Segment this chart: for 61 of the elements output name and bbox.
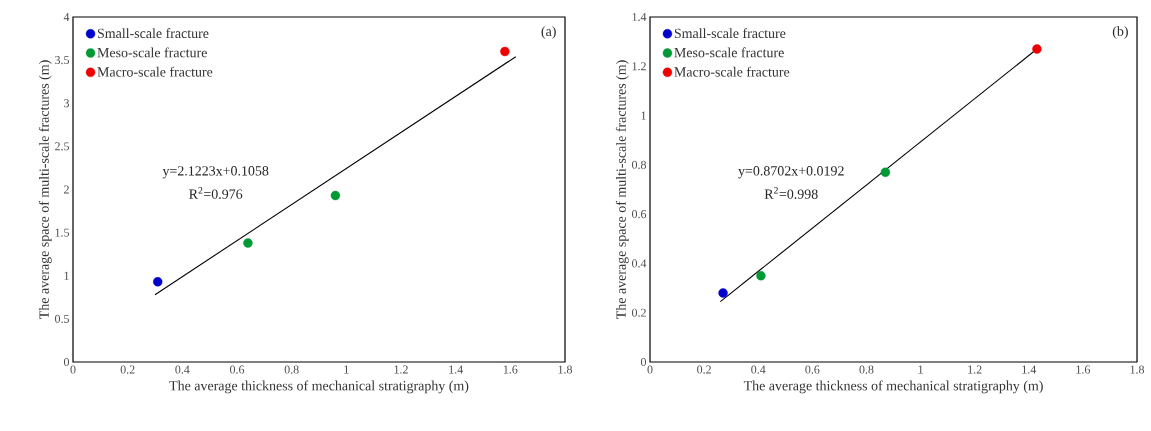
annotation: R$^{2}$=0.998 bbox=[764, 187, 818, 199]
annotation: y=0.8702x+0.0192 bbox=[738, 166, 844, 179]
annotation: (b) bbox=[1112, 26, 1128, 39]
x-axis-title: The average thickness of mechanical stratigraphy (m) bbox=[743, 380, 1043, 394]
y-tick-label: 3 bbox=[64, 99, 70, 108]
point bbox=[1032, 44, 1042, 54]
x-tick-label: 1.2 bbox=[394, 365, 408, 374]
x-tick-label: 0.8 bbox=[284, 365, 299, 374]
legend-label: Meso-scale fracture bbox=[674, 47, 784, 58]
x-tick-label: 1.8 bbox=[558, 365, 573, 374]
point bbox=[880, 167, 891, 177]
y-tick-label: 1.4 bbox=[632, 12, 647, 22]
y-tick-label: 1.5 bbox=[55, 228, 70, 237]
point bbox=[718, 288, 728, 298]
annotation: y=2.1223x+0.1058 bbox=[162, 166, 269, 179]
y-axis-title: The average space of multi-scale fractures (m) bbox=[38, 60, 52, 319]
y-axis-title: The average space of multi-scale fractures (m) bbox=[615, 60, 629, 319]
y-tick-label: 0.4 bbox=[632, 259, 647, 268]
x-tick-label: 0 bbox=[647, 365, 653, 374]
legend-label: Macro-scale fracture bbox=[674, 66, 790, 77]
x-tick-label: 0.6 bbox=[229, 365, 245, 374]
annotation: R$^{2}$=0.976 bbox=[189, 187, 243, 199]
y-tick-label: 3.5 bbox=[55, 56, 70, 65]
x-tick-label: 0.4 bbox=[175, 365, 190, 374]
x-tick-label: 0.8 bbox=[859, 365, 874, 374]
x-tick-label: 1 bbox=[918, 365, 923, 374]
y-tick-label: 0.8 bbox=[632, 160, 647, 169]
y-tick-label: 0 bbox=[63, 357, 70, 367]
legend-label: Meso-scale fracture bbox=[97, 47, 207, 58]
x-tick-label: 0.2 bbox=[697, 365, 711, 374]
y-tick-label: 0 bbox=[640, 357, 647, 367]
x-tick-label: 1.6 bbox=[503, 365, 518, 374]
legend-label: Small-scale fracture bbox=[674, 28, 786, 39]
x-tick-label: 0.2 bbox=[120, 365, 135, 374]
point bbox=[243, 238, 253, 248]
y-tick-label: 0.5 bbox=[54, 314, 70, 323]
x-tick-label: 1.4 bbox=[449, 365, 463, 374]
x-tick-label: 0.4 bbox=[751, 365, 766, 374]
y-tick-label: 0.6 bbox=[632, 210, 647, 219]
x-tick-label: 0 bbox=[70, 365, 76, 374]
y-tick-label: 1.2 bbox=[632, 62, 646, 71]
x-tick-label: 1.8 bbox=[1130, 365, 1145, 374]
legend-label: Small-scale fracture bbox=[97, 28, 209, 39]
x-axis-title: The average thickness of mechanical stratigraphy (m) bbox=[169, 380, 469, 394]
legend-label: Macro-scale fracture bbox=[97, 66, 213, 77]
y-tick-label: 0.2 bbox=[632, 308, 646, 317]
point bbox=[153, 277, 163, 287]
y-tick-label: 2 bbox=[64, 185, 69, 194]
x-tick-label: 1.2 bbox=[968, 365, 982, 374]
point bbox=[756, 271, 766, 281]
point bbox=[500, 46, 510, 57]
x-tick-label: 1.6 bbox=[1076, 365, 1091, 374]
x-tick-label: 1.4 bbox=[1022, 365, 1037, 374]
y-tick-label: 1 bbox=[64, 271, 69, 280]
y-tick-label: 2.5 bbox=[55, 142, 70, 151]
y-tick-label: 1 bbox=[641, 111, 646, 120]
x-tick-label: 0.6 bbox=[805, 365, 820, 374]
point bbox=[330, 190, 341, 201]
annotation: (a) bbox=[541, 26, 556, 39]
x-tick-label: 1 bbox=[344, 365, 349, 374]
y-tick-label: 4 bbox=[63, 13, 70, 21]
